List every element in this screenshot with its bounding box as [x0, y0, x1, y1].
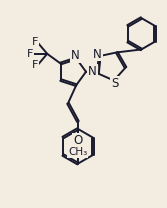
Text: F: F: [32, 37, 38, 47]
Text: N: N: [88, 65, 97, 78]
Text: F: F: [27, 49, 33, 59]
Text: S: S: [111, 77, 118, 90]
Text: F: F: [32, 60, 38, 70]
Text: N: N: [71, 50, 80, 62]
Text: N: N: [93, 48, 102, 61]
Text: CH₃: CH₃: [68, 147, 88, 157]
Text: O: O: [73, 134, 82, 147]
